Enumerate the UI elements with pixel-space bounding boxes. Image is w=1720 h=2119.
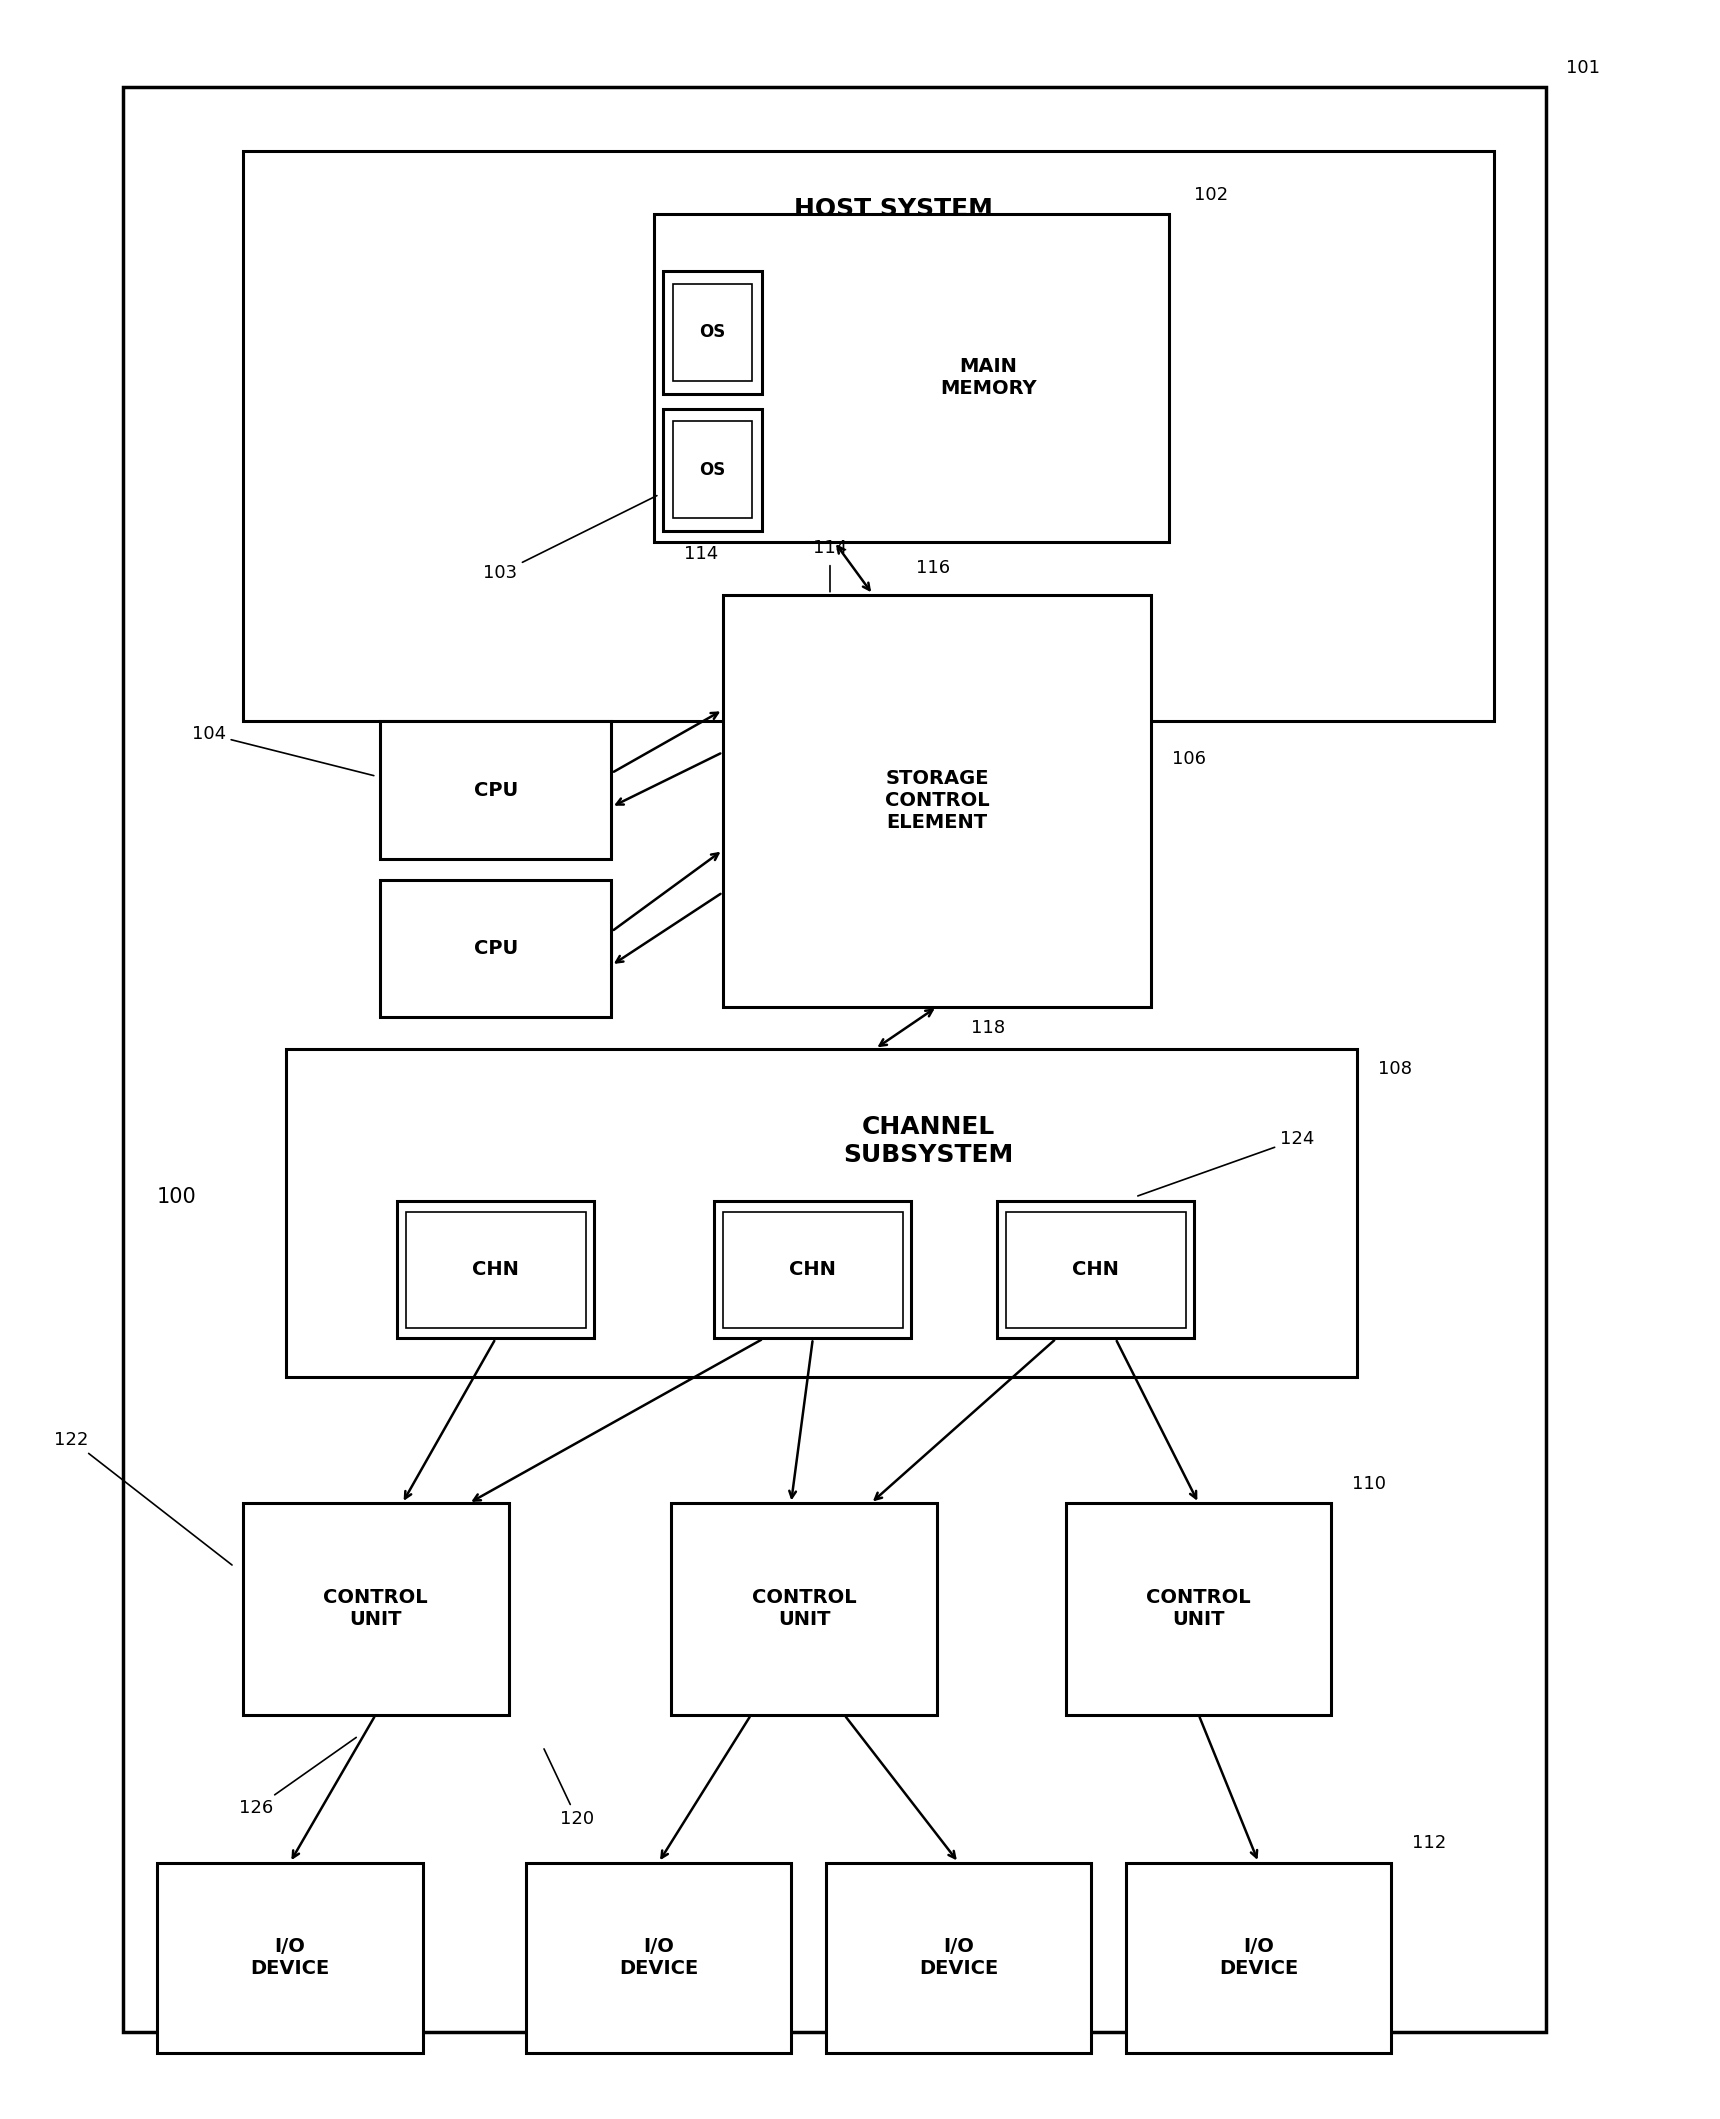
Text: I/O
DEVICE: I/O DEVICE <box>1219 1937 1299 1979</box>
Text: 104: 104 <box>191 725 373 776</box>
FancyBboxPatch shape <box>243 1502 509 1714</box>
FancyBboxPatch shape <box>157 1863 423 2053</box>
FancyBboxPatch shape <box>380 720 611 858</box>
Text: CHN: CHN <box>789 1261 836 1280</box>
Text: MAIN
MEMORY: MAIN MEMORY <box>941 358 1037 398</box>
Text: 120: 120 <box>544 1748 593 1829</box>
Text: 100: 100 <box>157 1187 196 1208</box>
Text: 101: 101 <box>1567 59 1600 76</box>
FancyBboxPatch shape <box>673 422 752 519</box>
Text: OS: OS <box>700 460 726 479</box>
FancyBboxPatch shape <box>998 1201 1194 1339</box>
Text: CONTROL
UNIT: CONTROL UNIT <box>1146 1589 1250 1630</box>
Text: 110: 110 <box>1352 1475 1386 1492</box>
Text: 124: 124 <box>1139 1129 1314 1195</box>
FancyBboxPatch shape <box>826 1863 1092 2053</box>
Text: 102: 102 <box>1194 186 1228 203</box>
FancyBboxPatch shape <box>243 150 1495 720</box>
FancyBboxPatch shape <box>722 595 1151 1007</box>
Text: 108: 108 <box>1378 1060 1412 1076</box>
FancyBboxPatch shape <box>654 214 1168 542</box>
Text: CHN: CHN <box>473 1261 519 1280</box>
Text: 112: 112 <box>1412 1835 1447 1852</box>
Text: STORAGE
CONTROL
ELEMENT: STORAGE CONTROL ELEMENT <box>884 769 989 833</box>
FancyBboxPatch shape <box>1006 1212 1185 1329</box>
FancyBboxPatch shape <box>1125 1863 1391 2053</box>
FancyBboxPatch shape <box>671 1502 937 1714</box>
Text: CHN: CHN <box>1072 1261 1120 1280</box>
Text: OS: OS <box>700 324 726 341</box>
Text: I/O
DEVICE: I/O DEVICE <box>619 1937 698 1979</box>
Text: 116: 116 <box>915 559 949 576</box>
Text: 118: 118 <box>972 1019 1006 1036</box>
FancyBboxPatch shape <box>662 271 762 394</box>
Text: HOST SYSTEM: HOST SYSTEM <box>795 197 992 220</box>
FancyBboxPatch shape <box>380 879 611 1017</box>
Text: CHANNEL
SUBSYSTEM: CHANNEL SUBSYSTEM <box>843 1115 1013 1168</box>
Text: 114: 114 <box>814 538 848 557</box>
FancyBboxPatch shape <box>714 1201 912 1339</box>
FancyBboxPatch shape <box>526 1863 791 2053</box>
Text: 106: 106 <box>1171 750 1206 769</box>
FancyBboxPatch shape <box>397 1201 595 1339</box>
Text: 103: 103 <box>483 496 657 583</box>
Text: 126: 126 <box>239 1738 356 1818</box>
Text: 114: 114 <box>685 545 719 564</box>
FancyBboxPatch shape <box>673 284 752 381</box>
Text: CONTROL
UNIT: CONTROL UNIT <box>752 1589 857 1630</box>
Text: 122: 122 <box>53 1430 232 1566</box>
FancyBboxPatch shape <box>1066 1502 1331 1714</box>
Text: CPU: CPU <box>473 939 518 958</box>
FancyBboxPatch shape <box>122 87 1546 2032</box>
Text: I/O
DEVICE: I/O DEVICE <box>918 1937 998 1979</box>
FancyBboxPatch shape <box>286 1049 1357 1377</box>
Text: CONTROL
UNIT: CONTROL UNIT <box>323 1589 428 1630</box>
Text: I/O
DEVICE: I/O DEVICE <box>251 1937 330 1979</box>
FancyBboxPatch shape <box>722 1212 903 1329</box>
FancyBboxPatch shape <box>406 1212 587 1329</box>
Text: CPU: CPU <box>473 780 518 799</box>
FancyBboxPatch shape <box>662 409 762 532</box>
